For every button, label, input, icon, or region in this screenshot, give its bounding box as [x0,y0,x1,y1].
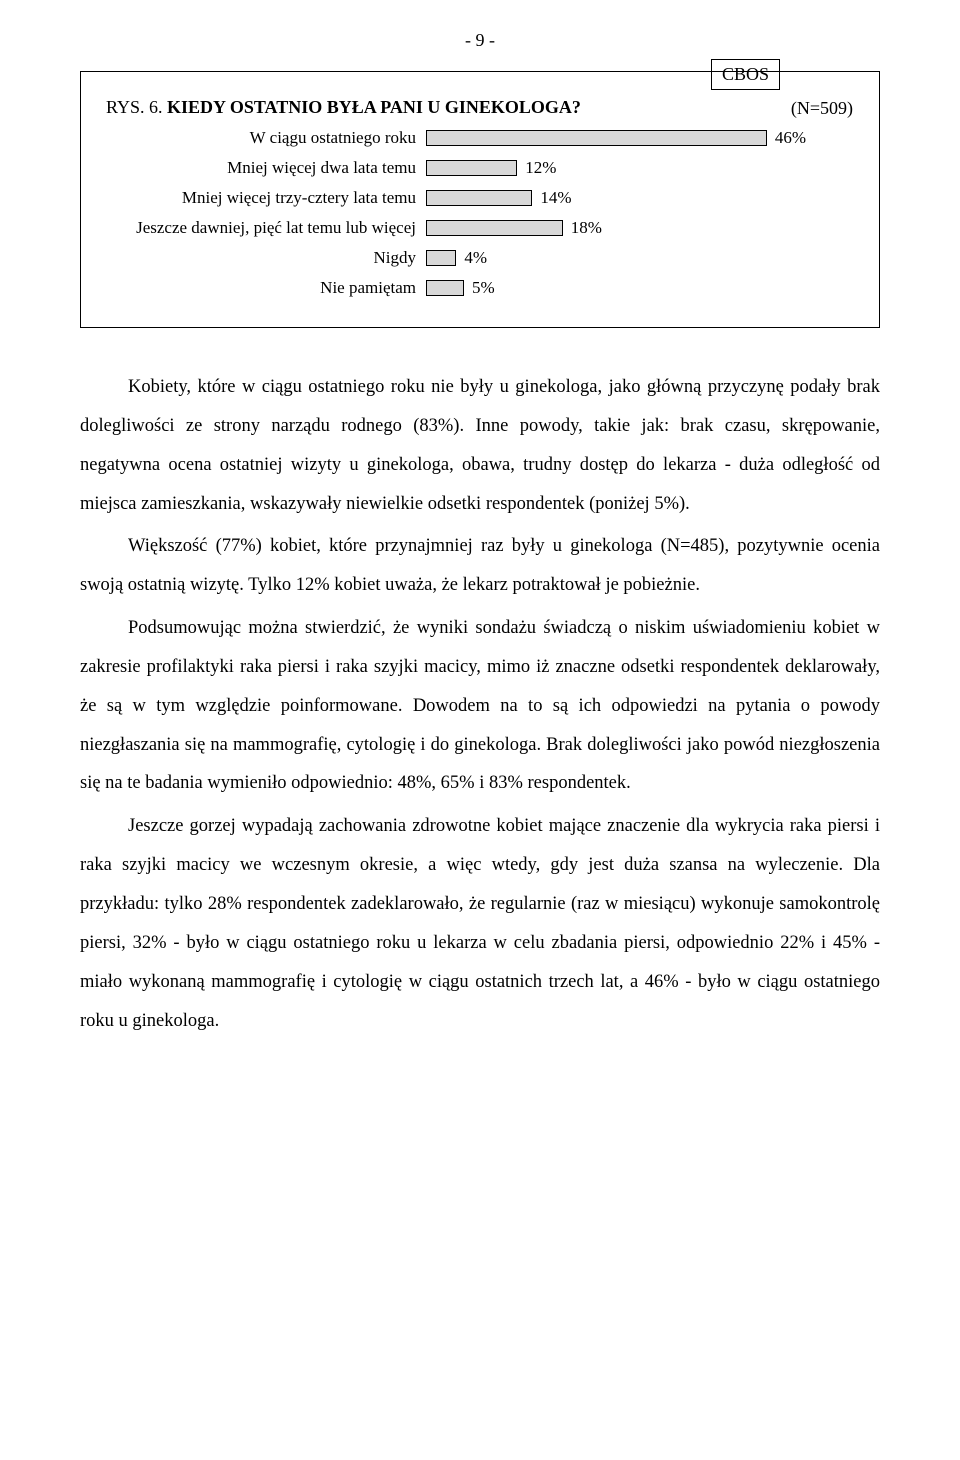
chart-row-label: Jeszcze dawniej, pięć lat temu lub więce… [106,218,426,238]
chart-bar-area: 46% [426,124,806,152]
chart-bar-value-label: 5% [464,278,495,298]
chart-wrap: CBOS RYS. 6. KIEDY OSTATNIO BYŁA PANI U … [80,71,880,328]
chart-rows: W ciągu ostatniego roku 46% Mniej więcej d… [106,124,854,302]
chart-row-label: Mniej więcej trzy-cztery lata temu [106,188,426,208]
chart-bar [426,280,464,296]
chart-row: Nie pamiętam 5% [106,274,854,302]
chart-row-label: W ciągu ostatniego roku [106,128,426,148]
chart-n-label: (N=509) [791,98,853,119]
chart-bar-value-label: 12% [517,158,556,178]
chart-box: RYS. 6. KIEDY OSTATNIO BYŁA PANI U GINEK… [80,71,880,328]
body-paragraph: Podsumowując można stwierdzić, że wyniki… [80,609,880,803]
chart-bar [426,220,563,236]
chart-bar-value-label: 4% [456,248,487,268]
chart-row-label: Nigdy [106,248,426,268]
body-text: Kobiety, które w ciągu ostatniego roku n… [80,368,880,1040]
chart-row: W ciągu ostatniego roku 46% [106,124,854,152]
page-number: - 9 - [80,30,880,51]
chart-bar-area: 4% [426,244,806,272]
body-paragraph: Kobiety, które w ciągu ostatniego roku n… [80,368,880,523]
chart-title: RYS. 6. KIEDY OSTATNIO BYŁA PANI U GINEK… [106,97,854,118]
chart-bar-area: 5% [426,274,806,302]
chart-bar-value-label: 18% [563,218,602,238]
chart-row: Mniej więcej dwa lata temu 12% [106,154,854,182]
chart-bar-area: 18% [426,214,806,242]
chart-bar-area: 12% [426,154,806,182]
chart-bar-area: 14% [426,184,806,212]
chart-bar-value-label: 46% [767,128,806,148]
chart-row: Nigdy 4% [106,244,854,272]
chart-bar [426,190,532,206]
body-paragraph: Większość (77%) kobiet, które przynajmni… [80,527,880,605]
chart-title-bold: KIEDY OSTATNIO BYŁA PANI U GINEKOLOGA? [167,97,581,117]
chart-bar [426,160,517,176]
chart-bar [426,130,767,146]
chart-row-label: Mniej więcej dwa lata temu [106,158,426,178]
body-paragraph: Jeszcze gorzej wypadają zachowania zdrow… [80,807,880,1040]
chart-row-label: Nie pamiętam [106,278,426,298]
chart-bar-value-label: 14% [532,188,571,208]
chart-row: Mniej więcej trzy-cztery lata temu 14% [106,184,854,212]
chart-bar [426,250,456,266]
page: - 9 - CBOS RYS. 6. KIEDY OSTATNIO BYŁA P… [0,0,960,1460]
chart-row: Jeszcze dawniej, pięć lat temu lub więce… [106,214,854,242]
chart-title-prefix: RYS. 6. [106,97,163,117]
